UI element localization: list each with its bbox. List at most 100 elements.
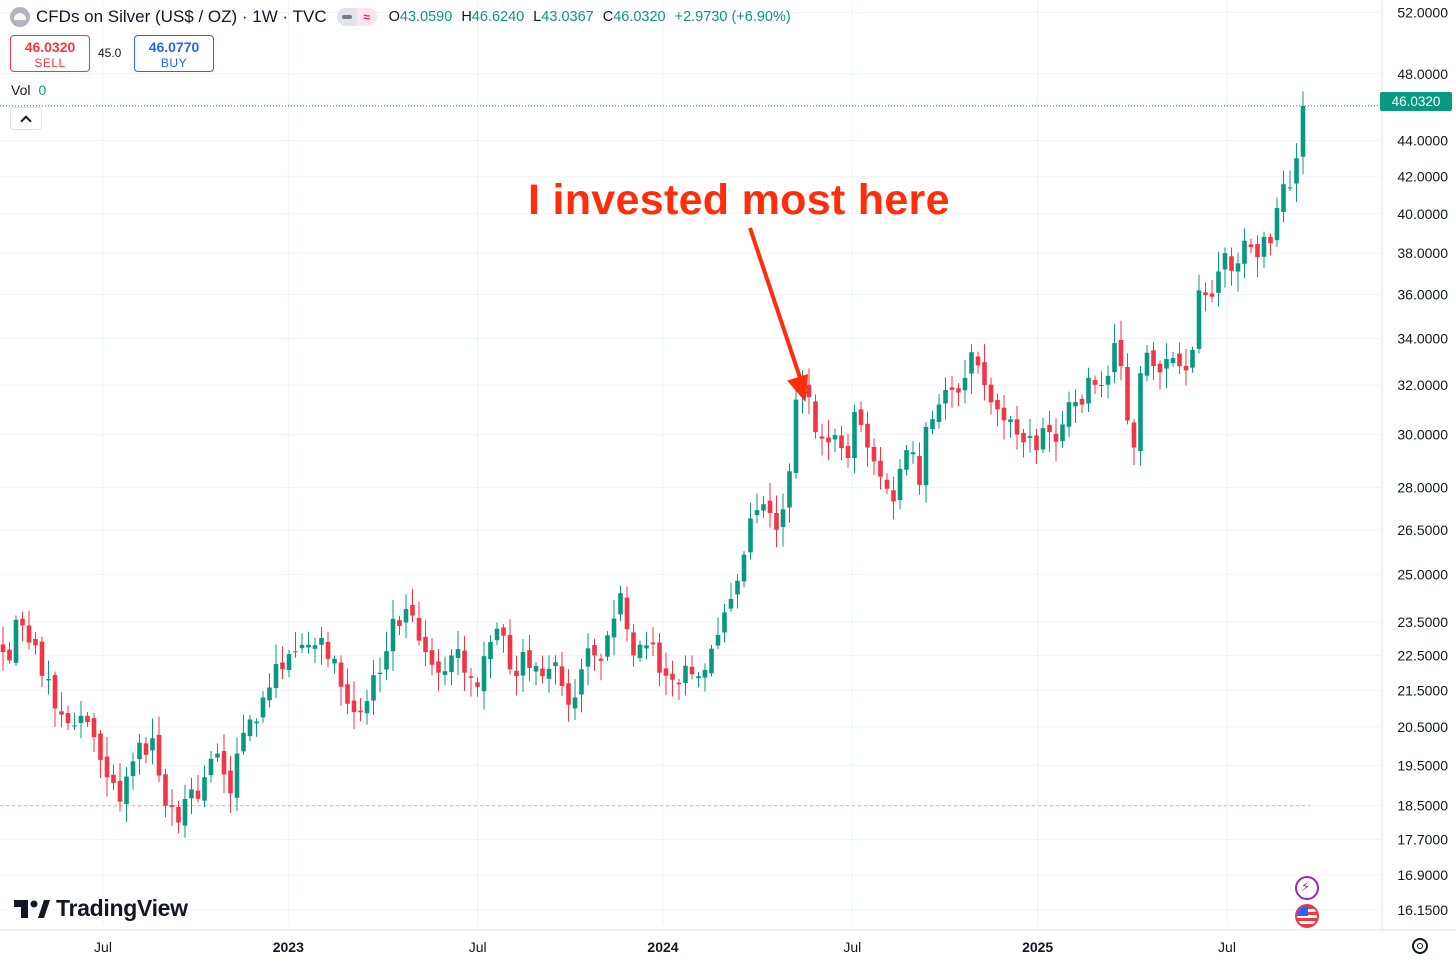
x-tick-label: Jul [469,939,487,955]
collapse-chevron-up-icon[interactable] [10,107,42,130]
candle-body [728,599,734,609]
candle-body [1300,105,1306,157]
candle-body [156,734,162,776]
buy-button[interactable]: 46.0770 BUY [134,35,214,72]
candle-body [819,436,825,439]
candle-body [995,399,1000,410]
ohlc-high-value: 46.6240 [471,9,525,25]
candle-body [416,617,422,641]
candle-body [969,352,974,374]
candle-body [124,776,129,805]
candle-body [611,618,617,638]
volume-legend[interactable]: Vol 0 [11,82,46,98]
silver-symbol-icon [10,7,30,27]
candle-body [221,751,227,775]
sell-button[interactable]: 46.0320 SELL [10,35,90,72]
candle-body [793,399,799,473]
candle-body [312,645,318,649]
candle-body [559,666,565,686]
candle-body [1235,263,1241,272]
candle-body [839,435,844,449]
candle-body [39,641,45,676]
candle-body [462,650,467,673]
candle-body [1008,419,1013,423]
buy-price: 46.0770 [148,39,200,55]
candle-body [494,628,500,641]
candle-body [397,620,402,627]
y-tick-label: 17.7000 [1397,832,1448,848]
candle-body [514,670,519,676]
symbol-title[interactable]: CFDs on Silver (US$ / OZ) · 1W · TVC [36,7,327,26]
candle-body [579,669,584,695]
chart-header: CFDs on Silver (US$ / OZ) · 1W · TVC ≈ O… [10,6,791,28]
candle-body [605,635,610,657]
candle-body [917,456,922,485]
ohlc-low-value: 43.0367 [541,9,594,25]
candle-body [1170,358,1176,364]
y-tick-label: 28.0000 [1397,480,1448,496]
price-axis[interactable]: 52.0000 48.0000 44.0000 42.0000 40.0000 38.00… [1381,0,1448,930]
candle-body [1242,240,1247,264]
candle-body [845,445,851,458]
candle-body [1047,424,1052,433]
candle-body [1053,433,1059,442]
tradingview-logo[interactable]: TradingView [14,895,188,922]
candle-body [46,678,51,681]
candle-body [1274,208,1280,241]
candle-body [65,712,71,724]
market-status-pill[interactable]: ≈ [336,8,377,26]
candle-body [1268,236,1273,244]
x-tick-label: Jul [94,939,112,955]
candle-body [1099,385,1104,387]
candle-body [683,665,688,684]
candle-body [572,697,578,709]
x-tick-label: 2023 [273,939,304,955]
candle-body [1294,158,1299,184]
y-tick-label: 38.0000 [1397,245,1448,261]
time-axis[interactable]: Jul 2023 Jul 2024 Jul 2025 Jul [0,929,1456,955]
candle-body [1281,184,1286,213]
candle-body [982,362,987,386]
us-flag-icon[interactable] [1295,904,1319,928]
candle-body [637,644,643,658]
candle-body [273,664,279,688]
candle-body [891,490,896,502]
y-tick-label: 52.0000 [1397,4,1448,20]
candle-body [260,697,266,718]
candle-body [1040,428,1046,450]
candle-body [1125,366,1130,421]
candle-body [449,655,454,673]
candle-body [975,356,981,366]
gear-icon[interactable] [1412,938,1428,954]
lightning-icon[interactable] [1295,876,1319,900]
candle-body [1001,407,1007,421]
candle-body [1086,377,1091,404]
candle-body [286,654,292,671]
candle-body [1229,256,1234,271]
last-price-tag: 46.0320 [1380,92,1452,111]
ohlc-low-key: L [533,9,542,25]
y-tick-label: 36.0000 [1397,287,1448,303]
candle-body [1164,359,1169,369]
candle-body [670,673,675,680]
candle-body [949,387,955,390]
candle-body [1060,424,1065,442]
reference-lines [0,105,1380,807]
ohlc-close-value: 46.0320 [613,9,666,25]
candle-body [403,609,409,623]
candle-body [325,641,331,659]
candle-body [130,761,136,777]
candle-body [553,662,558,667]
candle-body [663,668,669,676]
candle-body [26,625,32,643]
candle-body [1157,363,1163,373]
candle-body [33,639,38,646]
candle-body [1190,349,1195,368]
candle-body [1203,292,1208,296]
candle-body [676,682,682,685]
candle-body [1073,402,1078,407]
candle-body [1027,436,1033,438]
candle-body [364,701,370,714]
candle-body [910,452,916,455]
